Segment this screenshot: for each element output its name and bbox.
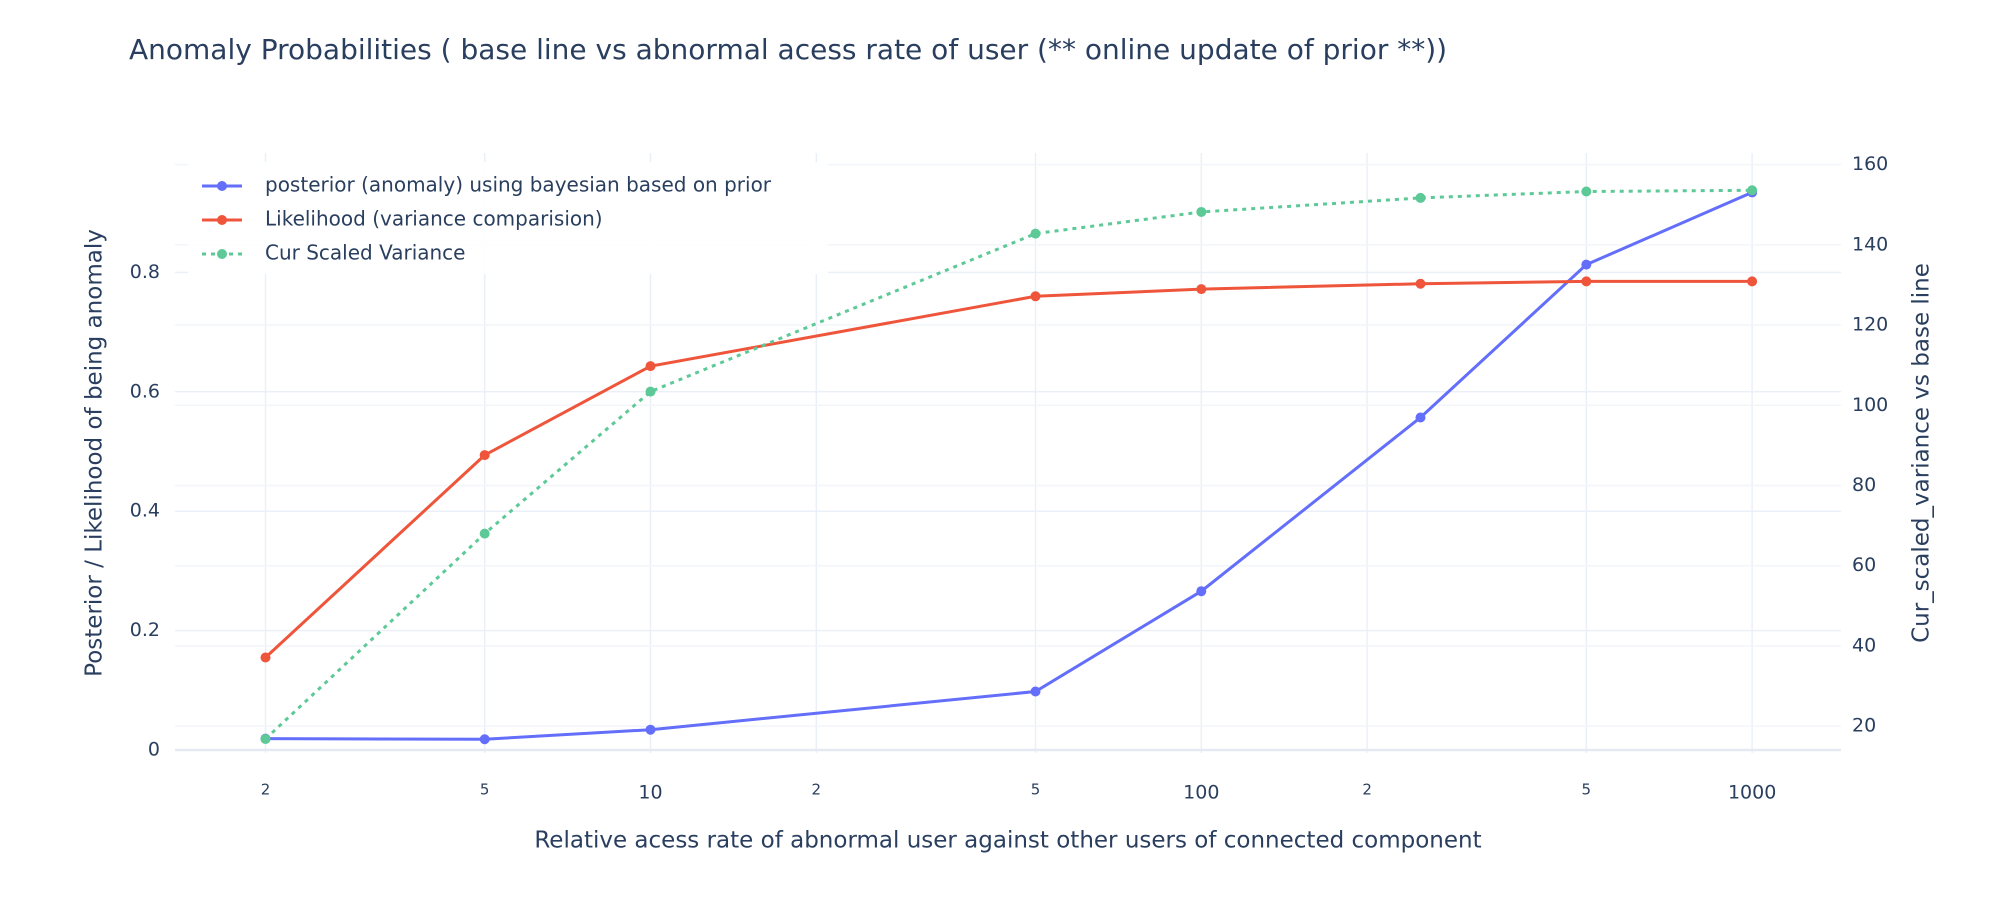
- point: [1581, 276, 1592, 287]
- chart-title: Anomaly Probabilities ( base line vs abn…: [129, 33, 1447, 66]
- x-tick-label: 1000: [1728, 782, 1776, 804]
- point: [1196, 284, 1207, 295]
- legend-marker: [217, 181, 227, 191]
- legend: posterior (anomaly) using bayesian based…: [188, 162, 828, 274]
- y-axis-title: Posterior / Likelihood of being anomaly: [82, 229, 108, 677]
- legend-background: [188, 162, 828, 274]
- x-tick-label: 5: [1031, 781, 1041, 799]
- x-tick-label: 2: [812, 781, 822, 799]
- x-tick-label: 100: [1183, 782, 1219, 804]
- x-axis-title: Relative acess rate of abnormal user aga…: [534, 828, 1481, 854]
- y2-tick-label: 40: [1852, 634, 1876, 656]
- legend-label: posterior (anomaly) using bayesian based…: [265, 173, 772, 197]
- point: [1030, 228, 1041, 239]
- legend-marker: [217, 249, 227, 259]
- y-tick-label: 0.4: [130, 500, 160, 522]
- point: [645, 386, 656, 397]
- x-tick-label: 5: [1582, 781, 1592, 799]
- y2-tick-label: 60: [1852, 554, 1876, 576]
- y2-tick-label: 80: [1852, 474, 1876, 496]
- x-tick-label: 10: [638, 782, 662, 804]
- series-line: [265, 191, 1753, 741]
- point: [479, 528, 490, 539]
- y-tick-label: 0.8: [130, 261, 160, 283]
- point: [260, 652, 271, 663]
- x-tick-label: 5: [480, 781, 490, 799]
- point: [645, 361, 656, 372]
- point: [1747, 185, 1758, 196]
- point: [1581, 186, 1592, 197]
- x-tick-label: 2: [1362, 781, 1372, 799]
- point: [645, 724, 656, 735]
- point: [1030, 291, 1041, 302]
- point: [1415, 412, 1426, 423]
- point: [479, 734, 490, 745]
- point: [1030, 686, 1041, 697]
- point: [1581, 259, 1592, 270]
- series-line: [264, 188, 1753, 741]
- point: [1196, 586, 1207, 597]
- y2-tick-label: 20: [1852, 715, 1876, 737]
- grid: [175, 153, 1841, 753]
- point: [1747, 276, 1758, 287]
- point: [260, 733, 271, 744]
- y-tick-label: 0.6: [130, 380, 160, 402]
- series-line: [264, 279, 1753, 659]
- point: [1415, 278, 1426, 289]
- point: [1196, 206, 1207, 217]
- x-tick-label: 2: [261, 781, 271, 799]
- legend-label: Cur Scaled Variance: [265, 241, 465, 265]
- y2-tick-label: 120: [1852, 314, 1888, 336]
- point: [479, 450, 490, 461]
- y-tick-label: 0.2: [130, 619, 160, 641]
- y-tick-label: 0: [148, 739, 160, 761]
- y2-axis-title: Cur_scaled_variance vs base line: [1909, 263, 1935, 643]
- point: [1415, 192, 1426, 203]
- y2-tick-label: 140: [1852, 233, 1888, 255]
- y2-tick-label: 160: [1852, 153, 1888, 175]
- legend-label: Likelihood (variance comparision): [265, 207, 603, 231]
- y2-tick-label: 100: [1852, 394, 1888, 416]
- legend-marker: [217, 215, 227, 225]
